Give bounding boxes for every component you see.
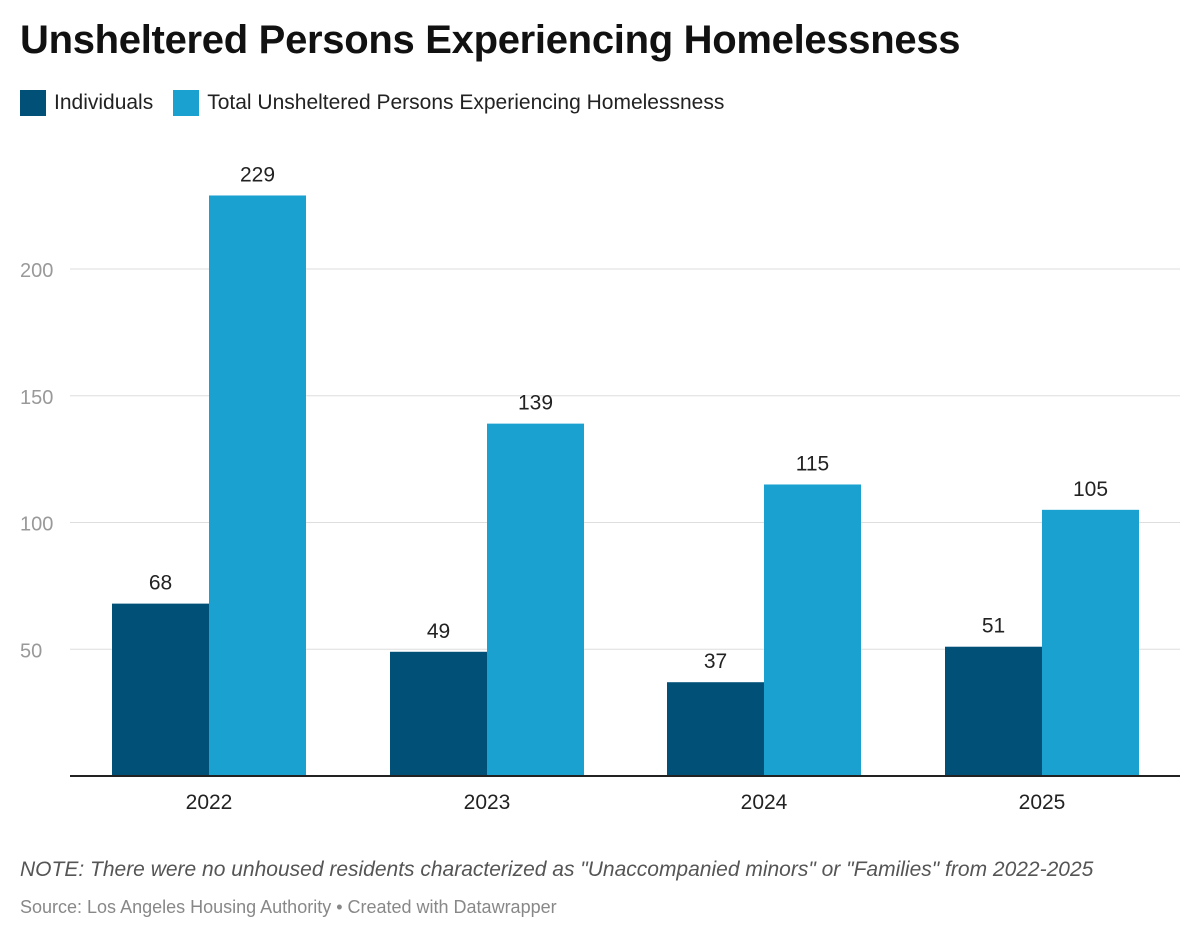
- bar: [112, 603, 209, 776]
- data-label: 105: [1073, 478, 1108, 501]
- legend: Individuals Total Unsheltered Persons Ex…: [20, 90, 744, 116]
- bar: [667, 682, 764, 776]
- legend-swatch-individuals: [20, 90, 46, 116]
- data-label: 115: [796, 452, 829, 475]
- bar: [487, 423, 584, 776]
- legend-label-individuals: Individuals: [54, 91, 154, 114]
- x-tick-label: 2023: [464, 791, 511, 814]
- x-tick-label: 2022: [186, 791, 233, 814]
- bar: [209, 195, 306, 777]
- chart-note: NOTE: There were no unhoused residents c…: [20, 858, 1094, 881]
- legend-item-total: Total Unsheltered Persons Experiencing H…: [173, 90, 724, 116]
- legend-swatch-total: [173, 90, 200, 116]
- bar: [1042, 509, 1139, 776]
- data-label: 37: [704, 650, 727, 673]
- bar: [945, 646, 1042, 776]
- x-tick-label: 2025: [1019, 791, 1066, 814]
- legend-item-individuals: Individuals: [20, 90, 153, 116]
- y-tick-label: 200: [20, 260, 53, 282]
- x-tick-label: 2024: [741, 791, 788, 814]
- legend-label-total: Total Unsheltered Persons Experiencing H…: [207, 91, 725, 114]
- data-label: 49: [427, 620, 450, 643]
- bar: [390, 651, 487, 776]
- y-tick-label: 100: [20, 514, 53, 536]
- y-tick-label: 50: [20, 640, 42, 662]
- chart-title: Unsheltered Persons Experiencing Homeles…: [20, 18, 961, 62]
- y-tick-label: 150: [20, 387, 53, 409]
- data-label: 229: [240, 163, 275, 186]
- data-label: 68: [149, 572, 172, 595]
- data-label: 51: [982, 615, 1005, 638]
- bar-chart: 50 100 150 200 68 229 2022 49 139 2023 37 115 2024 51…: [20, 163, 1180, 814]
- bar: [764, 484, 861, 776]
- data-label: 139: [518, 392, 553, 415]
- chart-source: Source: Los Angeles Housing Authority • …: [20, 897, 557, 917]
